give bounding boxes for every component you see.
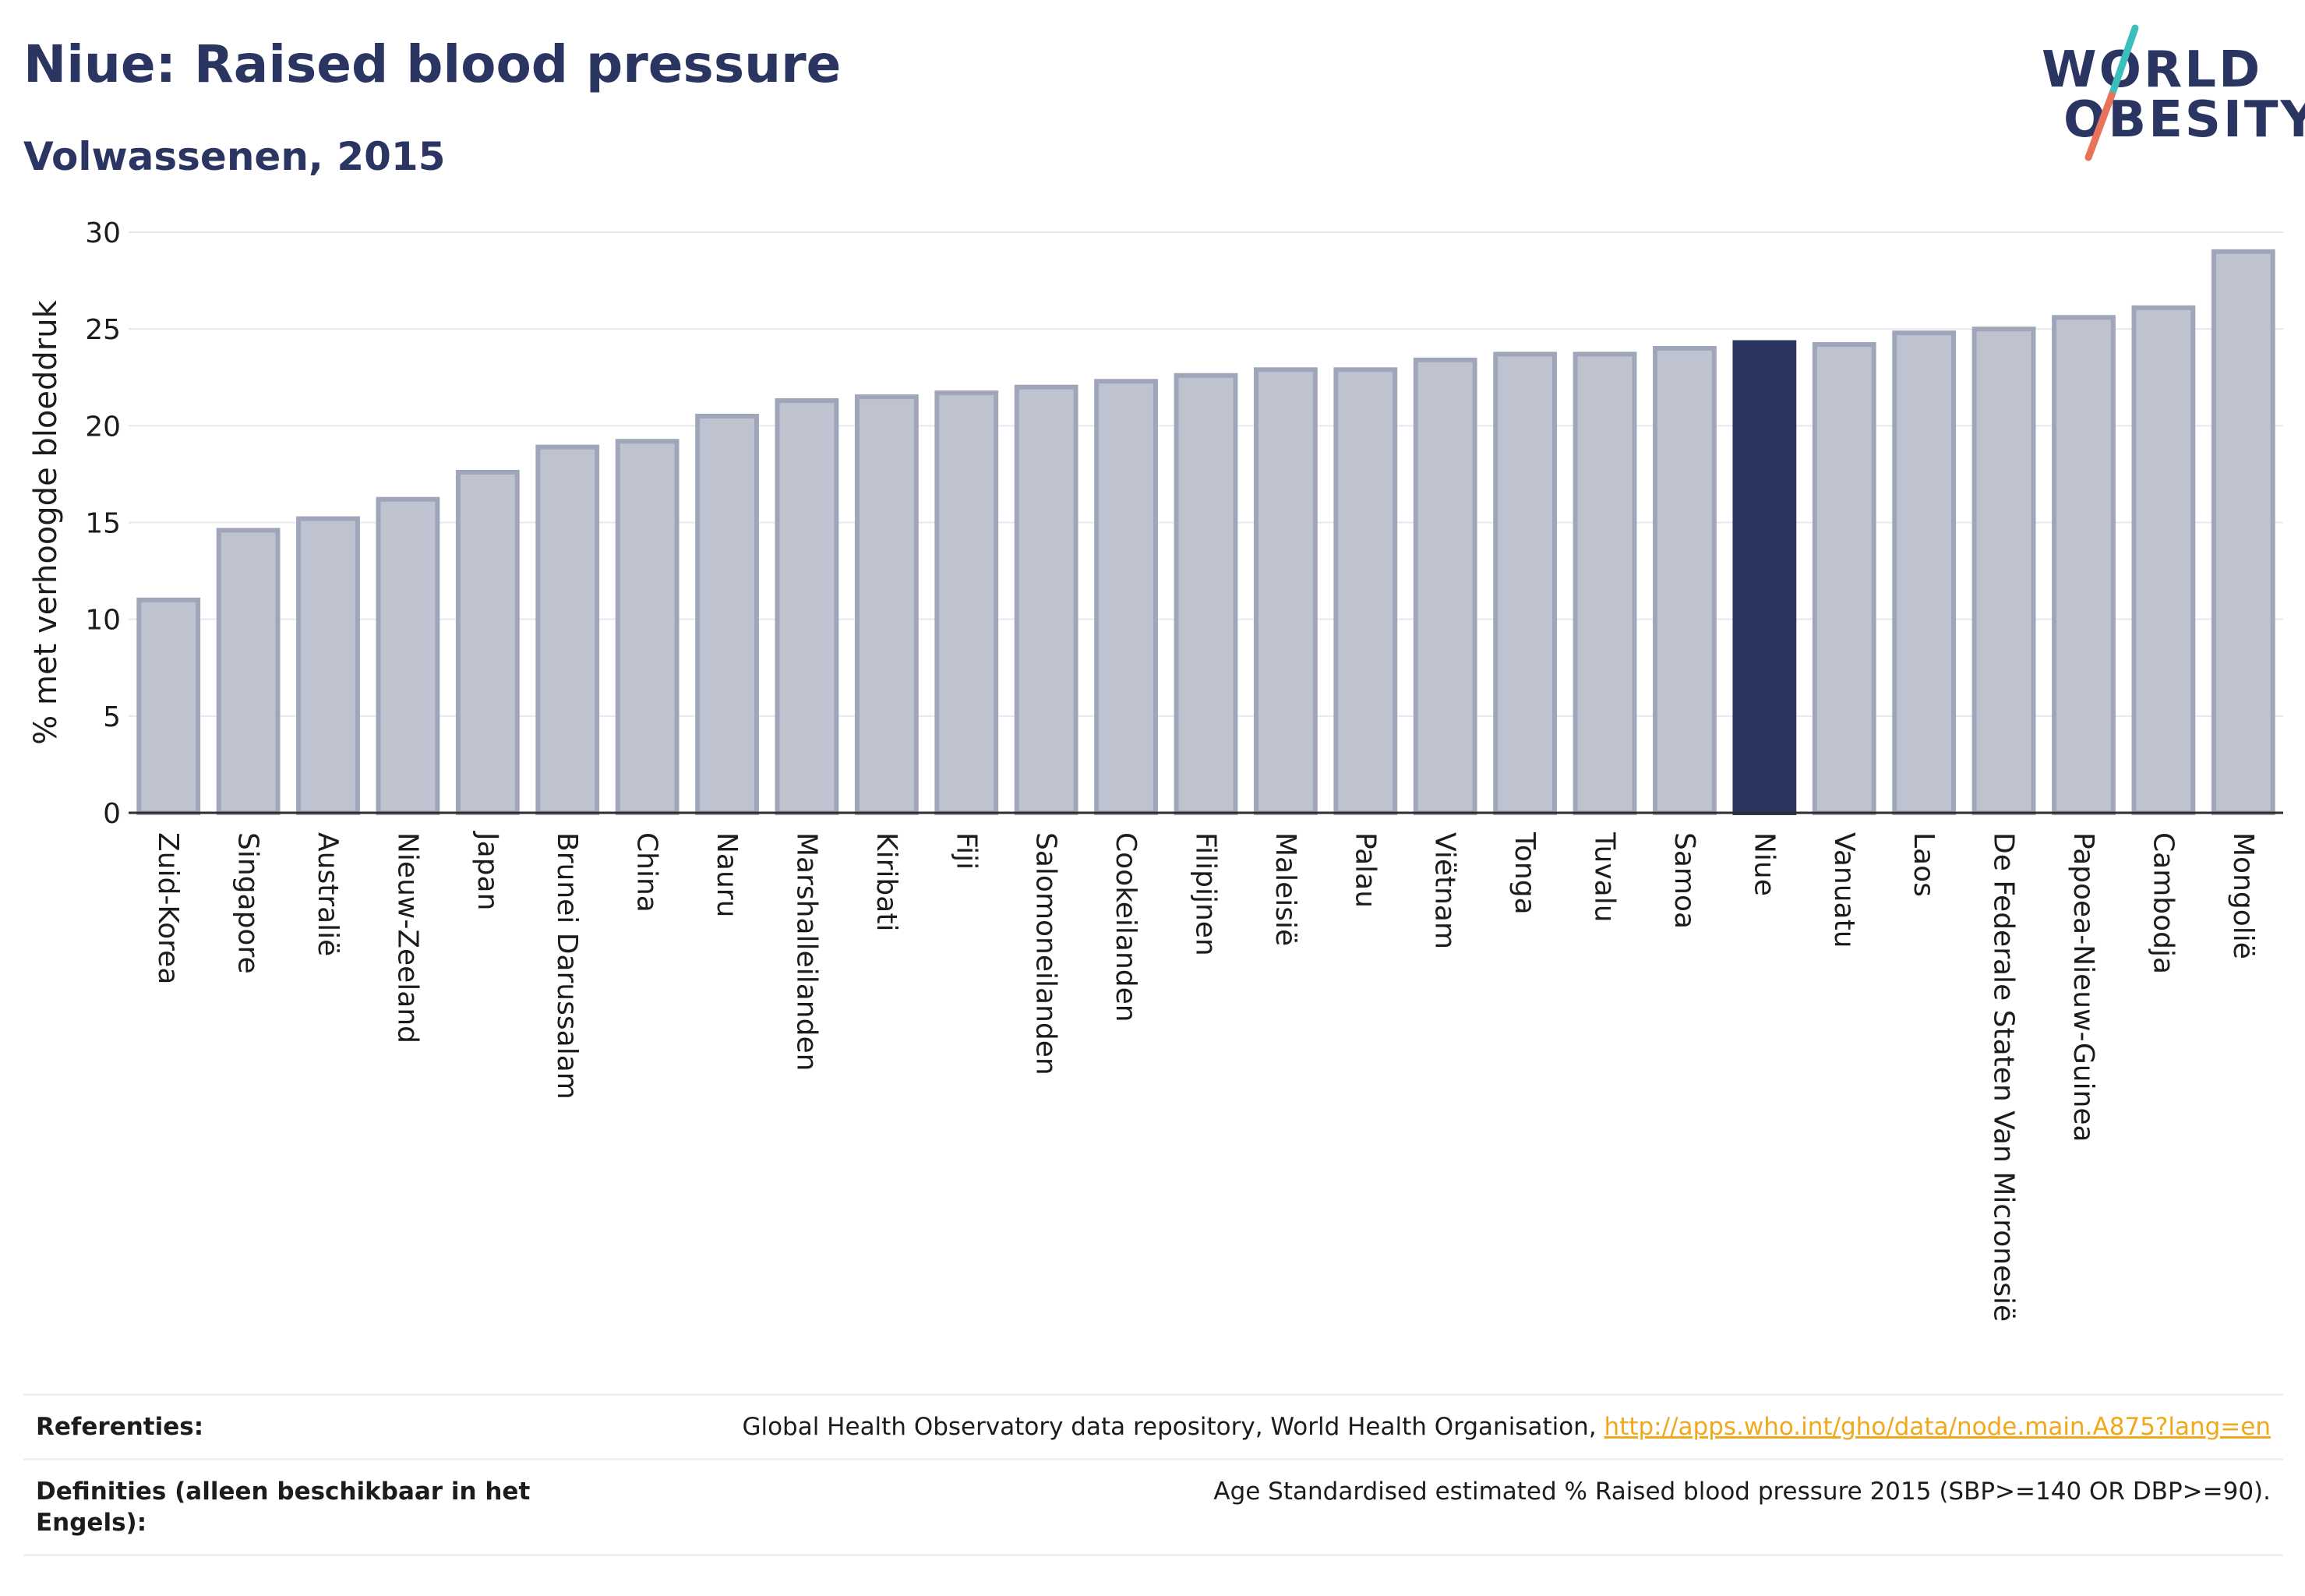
x-tick-label: Tuvalu bbox=[1589, 832, 1621, 923]
bar-kiribati bbox=[854, 394, 919, 816]
bar-tuvalu bbox=[1573, 351, 1637, 815]
x-tick-label: Vanuatu bbox=[1828, 832, 1860, 948]
bar-cambodja bbox=[2131, 305, 2196, 816]
bars bbox=[136, 249, 2275, 816]
bar-chart: 0 5 10 15 20 25 30 Zuid-Korea Singapore Australi… bbox=[28, 217, 2283, 1322]
x-tick-label: Papoea-Nieuw-Guinea bbox=[2067, 832, 2099, 1142]
bar-brunei-darussalam bbox=[535, 444, 600, 816]
x-tick-label: China bbox=[631, 832, 663, 913]
bar-australi- bbox=[296, 516, 360, 815]
references-table: Referenties: Global Health Observatory d… bbox=[23, 1393, 2283, 1556]
chart-title: Niue: Raised blood pressure bbox=[23, 34, 842, 94]
x-tick-label: Japan bbox=[471, 831, 503, 910]
bar-singapore bbox=[216, 528, 281, 816]
bar-china bbox=[615, 439, 679, 815]
logo-slash-icon bbox=[2084, 24, 2139, 161]
x-tick-label: Brunei Darussalam bbox=[551, 832, 583, 1100]
x-tick-label: Samoa bbox=[1668, 832, 1700, 929]
x-tick-label: Nieuw-Zeeland bbox=[391, 832, 423, 1043]
y-tick-label: 30 bbox=[85, 217, 121, 249]
x-tick-label: Tonga bbox=[1509, 832, 1541, 915]
x-tick-label: Nauru bbox=[711, 832, 743, 917]
x-tick-label: Niue bbox=[1748, 832, 1780, 896]
chart-subtitle: Volwassenen, 2015 bbox=[23, 134, 446, 179]
bar-cookeilanden bbox=[1094, 379, 1158, 815]
definitions-value: Age Standardised estimated % Raised bloo… bbox=[1213, 1478, 2271, 1506]
bar-niue bbox=[1732, 340, 1797, 815]
bar-fiji bbox=[934, 390, 999, 816]
bar-tonga bbox=[1493, 351, 1558, 815]
bar-japan bbox=[455, 469, 520, 816]
bar-nieuw-zeeland bbox=[376, 496, 440, 815]
bar-palau bbox=[1333, 367, 1398, 816]
y-tick-label: 5 bbox=[103, 701, 121, 733]
y-axis-ticks: 0 5 10 15 20 25 30 bbox=[85, 217, 121, 830]
y-tick-label: 15 bbox=[85, 508, 121, 540]
y-tick-label: 25 bbox=[85, 314, 121, 346]
y-tick-label: 0 bbox=[103, 798, 121, 830]
x-tick-label: Filipijnen bbox=[1190, 832, 1222, 956]
bar-mongoli- bbox=[2211, 249, 2275, 816]
bar-marshalleilanden bbox=[775, 398, 839, 815]
y-tick-label: 10 bbox=[85, 605, 121, 637]
x-tick-label: Fiji bbox=[950, 832, 982, 870]
y-tick-label: 20 bbox=[85, 411, 121, 443]
x-tick-label: Cookeilanden bbox=[1110, 832, 1142, 1022]
definitions-row: Definities (alleen beschikbaar in het En… bbox=[23, 1458, 2283, 1556]
x-tick-label: Singapore bbox=[232, 832, 264, 974]
x-tick-label: Cambodja bbox=[2147, 832, 2179, 974]
bar-maleisi- bbox=[1254, 367, 1318, 816]
world-obesity-logo: WORLD OBESITY bbox=[2026, 23, 2305, 164]
bar-nauru bbox=[695, 413, 759, 816]
bar-vanuatu bbox=[1812, 342, 1876, 815]
x-tick-label: Palau bbox=[1349, 832, 1381, 908]
references-row: Referenties: Global Health Observatory d… bbox=[23, 1393, 2283, 1458]
x-tick-label: Salomoneilanden bbox=[1030, 832, 1062, 1075]
bar-laos bbox=[1892, 330, 1957, 815]
definitions-label: Definities (alleen beschikbaar in het En… bbox=[36, 1478, 531, 1537]
bar-filipijnen bbox=[1174, 373, 1238, 815]
x-tick-label: Laos bbox=[1908, 832, 1940, 897]
bar-papoea-nieuw-guinea bbox=[2052, 315, 2116, 815]
y-axis-title: % met verhoogde bloeddruk bbox=[28, 299, 64, 744]
bar-vi-tnam bbox=[1413, 357, 1477, 815]
x-tick-label: Viëtnam bbox=[1429, 832, 1461, 949]
x-tick-label: Australië bbox=[312, 832, 344, 956]
x-tick-label: Maleisië bbox=[1269, 832, 1301, 946]
bar-salomoneilanden bbox=[1014, 384, 1078, 815]
x-tick-label: Mongolië bbox=[2227, 832, 2259, 959]
references-source-text: Global Health Observatory data repositor… bbox=[742, 1413, 1604, 1441]
x-tick-label: Marshalleilanden bbox=[790, 832, 822, 1071]
references-link[interactable]: http://apps.who.int/gho/data/node.main.A… bbox=[1604, 1413, 2271, 1441]
x-tick-label: Kiribati bbox=[870, 832, 902, 931]
bar-de-federale-staten-van-micronesi- bbox=[1971, 327, 2036, 815]
x-tick-label: De Federale Staten Van Micronesië bbox=[1988, 832, 2020, 1322]
references-label: Referenties: bbox=[36, 1413, 204, 1441]
logo-text-line1: WORLD bbox=[2042, 41, 2263, 99]
bar-samoa bbox=[1653, 346, 1717, 815]
x-tick-label: Zuid-Korea bbox=[152, 832, 184, 984]
references-value: Global Health Observatory data repositor… bbox=[742, 1411, 2271, 1442]
x-axis-labels: Zuid-Korea Singapore Australië Nieuw-Zeelan… bbox=[152, 831, 2259, 1322]
bar-zuid-korea bbox=[136, 597, 201, 815]
